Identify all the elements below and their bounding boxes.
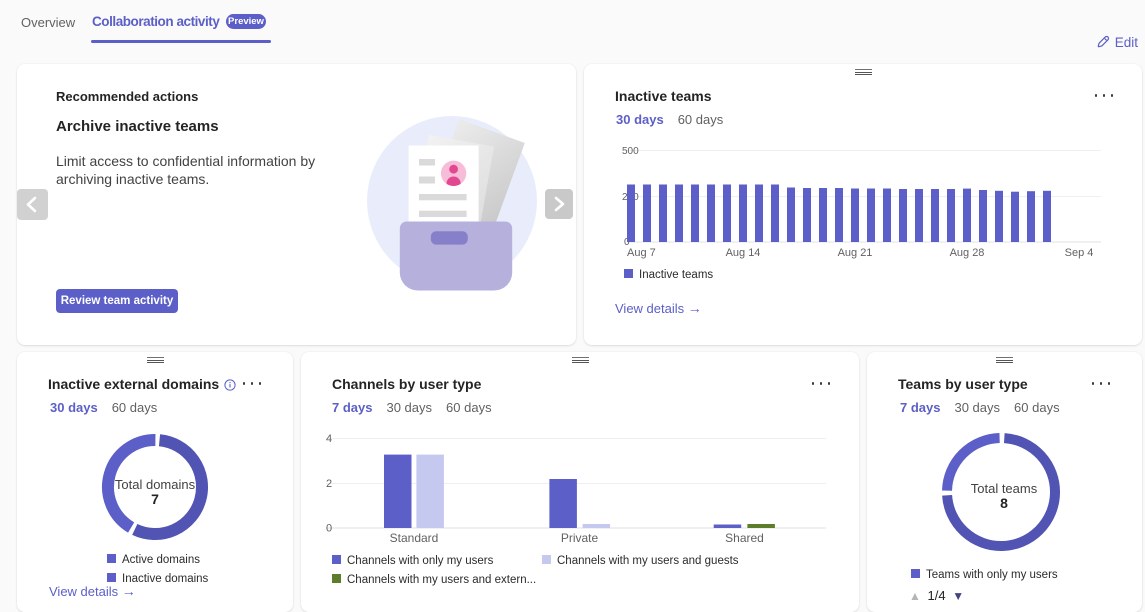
svg-text:Shared: Shared	[725, 531, 764, 542]
svg-text:Standard: Standard	[390, 531, 439, 542]
svg-text:Aug 7: Aug 7	[627, 247, 656, 259]
svg-text:Aug 28: Aug 28	[950, 247, 985, 259]
svg-text:500: 500	[622, 146, 639, 157]
svg-text:Aug 21: Aug 21	[838, 247, 873, 259]
svg-text:4: 4	[326, 433, 332, 445]
svg-text:2: 2	[326, 478, 332, 490]
svg-text:Aug 14: Aug 14	[726, 247, 761, 259]
svg-text:Private: Private	[561, 531, 599, 542]
svg-text:0: 0	[326, 523, 332, 535]
svg-text:Sep 4: Sep 4	[1065, 247, 1094, 259]
svg-text:0: 0	[624, 237, 630, 248]
